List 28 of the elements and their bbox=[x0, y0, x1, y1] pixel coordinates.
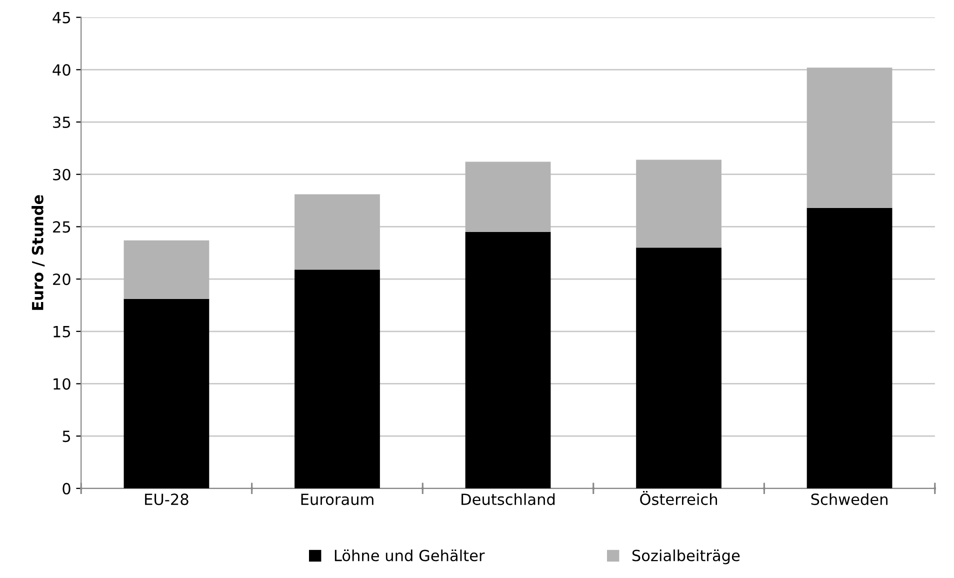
bar bbox=[124, 298, 210, 488]
x-tick-label: Schweden bbox=[811, 493, 888, 506]
x-tick-label: Deutschland bbox=[462, 493, 555, 506]
y-tick-label: 20 bbox=[53, 274, 70, 286]
legend-label: Löhne und Gehälter bbox=[334, 549, 485, 562]
y-axis-title: Euro / Stunde bbox=[32, 195, 45, 310]
bar bbox=[636, 160, 722, 248]
bar bbox=[294, 194, 380, 270]
bar bbox=[465, 162, 551, 232]
bar bbox=[124, 240, 210, 299]
y-tick-label: 5 bbox=[62, 430, 70, 442]
bar bbox=[294, 270, 380, 488]
y-tick-label: 45 bbox=[52, 12, 70, 24]
y-tick-label: 10 bbox=[54, 378, 70, 390]
bar bbox=[636, 248, 722, 488]
bar bbox=[806, 208, 892, 488]
x-tick-label: Österreich bbox=[640, 490, 717, 506]
y-tick-label: 25 bbox=[53, 221, 70, 233]
y-tick-label: 35 bbox=[53, 116, 70, 128]
y-tick-label: 0 bbox=[62, 482, 70, 494]
y-tick-label: 15 bbox=[54, 326, 70, 338]
bar bbox=[806, 68, 892, 208]
y-tick-label: 40 bbox=[52, 64, 70, 76]
y-tick-label: 30 bbox=[53, 168, 70, 180]
legend-label: Sozialbeiträge bbox=[632, 549, 740, 564]
bar bbox=[465, 232, 551, 488]
x-tick-label: EU-28 bbox=[145, 494, 188, 506]
x-tick-label: Euroraum bbox=[301, 494, 374, 506]
